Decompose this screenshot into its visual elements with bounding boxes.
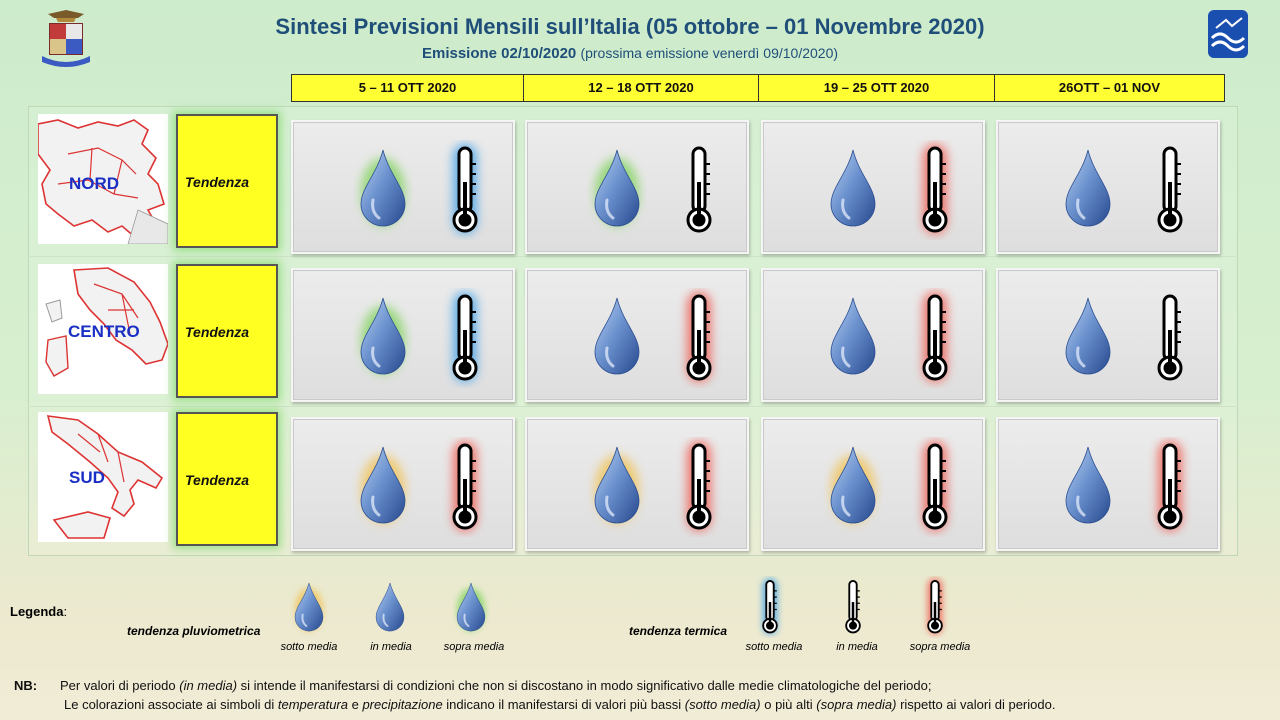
forecast-cell-centro-4 <box>996 268 1220 402</box>
legend-rain-caption-in: in media <box>370 641 412 653</box>
note-text: indicano il manifestarsi di valori più b… <box>442 697 685 712</box>
note-text: si intende il manifestarsi di condizioni… <box>237 678 932 693</box>
thermometer-icon <box>1146 288 1194 393</box>
raindrop-icon <box>823 437 883 538</box>
period-header-2: 12 – 18 OTT 2020 <box>523 74 759 102</box>
legend-raindrop-icon <box>290 576 328 643</box>
legend-thermometer-icon <box>920 576 950 643</box>
note-line-1: Per valori di periodo (in media) si inte… <box>60 678 931 693</box>
legend-rain-caption-sopra: sopra media <box>443 641 505 653</box>
note-text: rispetto ai valori di periodo. <box>896 697 1056 712</box>
thermometer-icon <box>441 437 489 542</box>
raindrop-icon <box>1058 140 1118 241</box>
thermometer-icon <box>675 437 723 542</box>
raindrop-icon <box>587 140 647 241</box>
forecast-cell-sud-2 <box>525 417 749 551</box>
raindrop-icon <box>353 437 413 538</box>
tendency-label: Tendenza <box>185 174 250 190</box>
note-em: (sopra media) <box>816 697 897 712</box>
thermometer-icon <box>911 288 959 393</box>
note-line-2: Le colorazioni associate ai simboli di t… <box>64 697 1055 712</box>
legend-temp-caption-sopra: sopra media <box>909 641 971 653</box>
tendency-box-centro: Tendenza <box>176 264 278 398</box>
tendency-label: Tendenza <box>185 324 250 340</box>
forecast-cell-nord-1 <box>291 120 515 254</box>
thermometer-icon <box>911 140 959 245</box>
forecast-cell-nord-2 <box>525 120 749 254</box>
raindrop-icon <box>1058 288 1118 389</box>
raindrop-icon <box>1058 437 1118 538</box>
forecast-cell-sud-3 <box>761 417 985 551</box>
note-em: (in media) <box>179 678 238 693</box>
page-title: Sintesi Previsioni Mensili sull’Italia (… <box>275 14 985 39</box>
note-text: Le colorazioni associate ai simboli di <box>64 697 278 712</box>
thermometer-icon <box>675 288 723 393</box>
forecast-cell-centro-3 <box>761 268 985 402</box>
note-text: Per valori di periodo <box>60 678 180 693</box>
note-text: e <box>347 697 363 712</box>
tendency-box-nord: Tendenza <box>176 114 278 248</box>
region-label-nord: NORD <box>69 174 120 193</box>
note-prefix-text: NB: <box>14 678 38 693</box>
map-sud <box>38 412 168 542</box>
tendency-box-sud: Tendenza <box>176 412 278 546</box>
note-text: o più alti <box>760 697 817 712</box>
legend-raindrop-icon <box>452 576 490 643</box>
note-em: (sotto media) <box>684 697 761 712</box>
legend-raindrop-icon <box>371 576 409 643</box>
aeronautica-crest-icon <box>38 8 94 70</box>
thermometer-icon <box>441 288 489 393</box>
map-centro <box>38 264 169 394</box>
forecast-cell-sud-1 <box>291 417 515 551</box>
thermometer-icon <box>441 140 489 245</box>
note-prefix: NB: <box>14 678 37 693</box>
row-divider <box>28 406 1238 407</box>
raindrop-icon <box>587 288 647 389</box>
forecast-cell-sud-4 <box>996 417 1220 551</box>
thermometer-icon <box>911 437 959 542</box>
period-header-3: 19 – 25 OTT 2020 <box>758 74 995 102</box>
cnmca-logo-icon <box>1206 8 1250 60</box>
legend-title-text: Legenda <box>10 604 64 619</box>
forecast-cell-nord-3 <box>761 120 985 254</box>
raindrop-icon <box>353 140 413 241</box>
raindrop-icon <box>587 437 647 538</box>
raindrop-icon <box>353 288 413 389</box>
legend-title: Legenda: <box>10 604 67 619</box>
legend-temp-caption-in: in media <box>836 641 878 653</box>
raindrop-icon <box>823 140 883 241</box>
region-label-centro: CENTRO <box>68 322 140 341</box>
emission-line: Emissione 02/10/2020 (prossima emissione… <box>0 45 1260 62</box>
legend-thermometer-icon <box>838 576 868 643</box>
thermometer-icon <box>1146 437 1194 542</box>
legend-rain-caption-sotto: sotto media <box>280 641 338 653</box>
legend-colon: : <box>63 604 68 619</box>
period-header-4: 26OTT – 01 NOV <box>994 74 1225 102</box>
forecast-cell-centro-1 <box>291 268 515 402</box>
legend-thermometer-icon <box>755 576 785 643</box>
legend-temp-caption-sotto: sotto media <box>745 641 803 653</box>
forecast-cell-nord-4 <box>996 120 1220 254</box>
region-label-sud: SUD <box>69 468 105 487</box>
thermometer-icon <box>1146 140 1194 245</box>
forecast-cell-centro-2 <box>525 268 749 402</box>
tendency-label: Tendenza <box>185 472 250 488</box>
raindrop-icon <box>823 288 883 389</box>
period-header-1: 5 – 11 OTT 2020 <box>291 74 524 102</box>
map-nord <box>37 114 169 245</box>
note-em: precipitazione <box>362 697 443 712</box>
emission-date: Emissione 02/10/2020 <box>421 45 577 62</box>
thermometer-icon <box>675 140 723 245</box>
note-em: temperatura <box>277 697 348 712</box>
next-emission: (prossima emissione venerdì 09/10/2020) <box>580 45 839 61</box>
legend-temp-label: tendenza termica <box>629 624 728 638</box>
legend-rain-label: tendenza pluviometrica <box>127 624 261 638</box>
row-divider <box>28 256 1238 257</box>
